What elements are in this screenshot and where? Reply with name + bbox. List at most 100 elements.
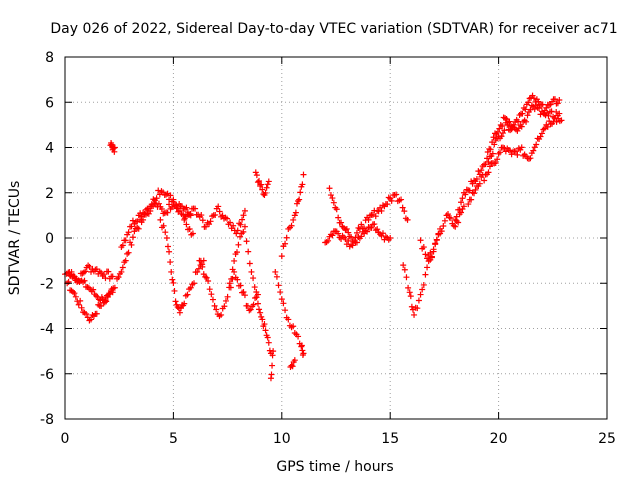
data-point	[499, 123, 506, 130]
data-point	[240, 288, 247, 295]
data-point	[374, 226, 381, 233]
data-point	[200, 271, 207, 278]
data-point	[170, 198, 177, 205]
data-point	[277, 289, 284, 296]
data-point	[447, 215, 454, 222]
data-point	[445, 211, 452, 218]
data-point	[382, 233, 389, 240]
data-point	[556, 96, 563, 103]
data-point	[329, 195, 336, 202]
data-point	[440, 222, 447, 229]
data-point	[289, 363, 296, 370]
data-point	[368, 224, 375, 231]
data-point	[501, 127, 508, 134]
data-point	[77, 297, 84, 304]
data-point	[169, 276, 176, 283]
data-point	[497, 149, 504, 156]
data-point	[155, 200, 162, 207]
data-point	[256, 306, 263, 313]
data-point	[171, 287, 178, 294]
data-point	[478, 167, 485, 174]
x-tick-label: 5	[169, 431, 178, 447]
data-point	[459, 195, 466, 202]
data-point	[424, 264, 431, 271]
data-point	[415, 297, 422, 304]
data-point	[476, 180, 483, 187]
data-point	[432, 240, 439, 247]
data-point	[229, 266, 236, 273]
data-point	[353, 229, 360, 236]
data-point	[140, 216, 147, 223]
data-point	[119, 264, 126, 271]
data-point	[379, 230, 386, 237]
data-point	[358, 233, 365, 240]
data-point	[518, 144, 525, 151]
data-point	[494, 129, 501, 136]
data-point	[265, 339, 272, 346]
data-point	[134, 224, 141, 231]
data-point	[527, 106, 534, 113]
data-point	[197, 257, 204, 264]
data-point	[282, 307, 289, 314]
data-point	[420, 281, 427, 288]
data-point	[207, 218, 214, 225]
data-point	[176, 309, 183, 316]
data-point	[183, 204, 190, 211]
data-point	[111, 144, 118, 151]
data-point	[202, 223, 209, 230]
data-point	[105, 268, 112, 275]
data-point	[264, 181, 271, 188]
data-point	[514, 151, 521, 158]
data-point	[157, 216, 164, 223]
data-point	[288, 222, 295, 229]
x-tick-label: 10	[273, 431, 291, 447]
y-tick-label: 4	[45, 141, 54, 157]
data-point	[237, 221, 244, 228]
data-point	[518, 123, 525, 130]
data-point	[345, 229, 352, 236]
data-point	[162, 229, 169, 236]
data-point	[269, 362, 276, 369]
y-tick-label: -6	[40, 367, 54, 383]
data-point	[243, 238, 250, 245]
data-point	[246, 307, 253, 314]
y-tick-label: -4	[40, 322, 54, 338]
data-point	[471, 177, 478, 184]
data-point	[458, 199, 465, 206]
data-point	[122, 257, 129, 264]
data-point	[536, 105, 543, 112]
data-point	[364, 228, 371, 235]
data-point	[190, 280, 197, 287]
data-point	[184, 291, 191, 298]
data-point	[520, 104, 527, 111]
data-point	[531, 106, 538, 113]
data-point	[433, 237, 440, 244]
data-point	[233, 249, 240, 256]
data-point	[181, 300, 188, 307]
data-point	[216, 208, 223, 215]
data-point	[265, 178, 272, 185]
data-point	[252, 295, 259, 302]
data-point	[129, 234, 136, 241]
data-point	[160, 222, 167, 229]
data-point	[187, 284, 194, 291]
data-point	[205, 277, 212, 284]
data-point	[398, 196, 405, 203]
data-point	[230, 222, 237, 229]
data-point	[134, 218, 141, 225]
data-point	[268, 371, 275, 378]
data-point	[227, 219, 234, 226]
data-point	[554, 100, 561, 107]
data-point	[499, 130, 506, 137]
data-point	[297, 189, 304, 196]
data-point	[88, 316, 95, 323]
data-point	[473, 175, 480, 182]
data-point	[487, 146, 494, 153]
data-point	[551, 115, 558, 122]
data-point	[399, 204, 406, 211]
data-point	[494, 156, 501, 163]
data-point	[422, 271, 429, 278]
data-point	[240, 212, 247, 219]
data-point	[293, 200, 300, 207]
data-point	[372, 213, 379, 220]
